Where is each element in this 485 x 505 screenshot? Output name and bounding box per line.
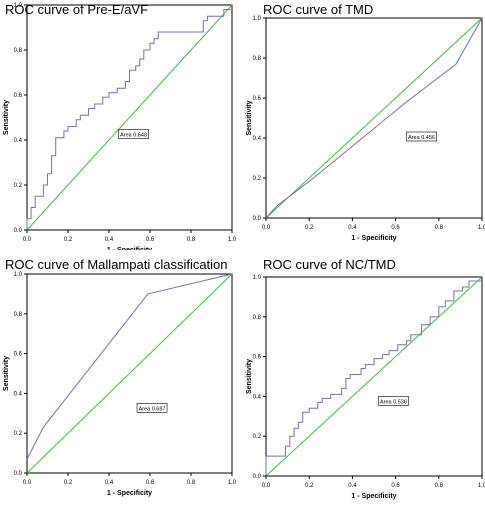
- x-tick-label: 0.8: [435, 225, 444, 231]
- x-tick-label: 1.0: [478, 225, 485, 231]
- y-tick-label: 0.4: [14, 138, 23, 144]
- y-tick-label: 0.0: [253, 474, 262, 480]
- x-tick-label: 0.6: [391, 483, 400, 489]
- area-annotation: Area 0.456: [408, 135, 435, 141]
- y-tick-label: 1.0: [14, 272, 23, 278]
- chart-title: ROC curve of Mallampati classification: [5, 257, 228, 272]
- y-axis-label: Sensitivity: [3, 356, 10, 391]
- x-axis-label: 1 - Specificity: [351, 493, 396, 500]
- roc-curve: [26, 273, 233, 460]
- reference-line: [265, 17, 483, 219]
- x-tick-label: 0.4: [105, 480, 114, 486]
- y-tick-label: 1.0: [253, 275, 262, 281]
- y-tick-label: 0.0: [253, 216, 262, 222]
- roc-curve: [265, 280, 482, 476]
- x-axis-label: 1 - Specificity: [351, 235, 396, 242]
- y-tick-label: 0.8: [14, 48, 23, 54]
- x-tick-label: 1.0: [228, 237, 237, 243]
- y-tick-label: 0.0: [14, 471, 23, 477]
- area-annotation: Area 0.536: [380, 399, 407, 405]
- y-tick-label: 0.2: [253, 176, 262, 182]
- x-axis-label: 1 - Specificity: [107, 490, 152, 497]
- chart-title: ROC curve of TMD: [263, 2, 374, 17]
- reference-line: [265, 276, 483, 477]
- x-tick-label: 1.0: [228, 480, 237, 486]
- area-annotation: Area 0.648: [120, 133, 147, 139]
- y-tick-label: 0.2: [14, 431, 23, 437]
- y-tick-label: 0.2: [14, 183, 23, 189]
- x-tick-label: 0.2: [305, 225, 314, 231]
- roc-chart: 0.0 0.2 0.4 0.6 0.8 1.0 0.0 0.2 0.4 0.6 0.8 1.0 1 - …: [3, 272, 237, 497]
- x-tick-label: 0.8: [187, 480, 196, 486]
- x-tick-label: 0.4: [348, 225, 357, 231]
- x-tick-label: 0.6: [146, 480, 155, 486]
- x-tick-label: 0.2: [64, 237, 73, 243]
- y-tick-label: 0.4: [253, 394, 262, 400]
- y-axis-label: Sensitivity: [246, 359, 253, 394]
- x-tick-label: 0.0: [23, 237, 32, 243]
- x-tick-label: 0.2: [305, 483, 314, 489]
- y-tick-label: 0.6: [253, 355, 262, 361]
- x-tick-label: 0.0: [262, 483, 271, 489]
- reference-line: [26, 4, 233, 231]
- x-tick-label: 1.0: [478, 483, 485, 489]
- roc-panel-mallampati: ROC curve of Mallampati classification 0…: [0, 250, 242, 500]
- roc-curve: [26, 9, 232, 230]
- reference-line: [26, 273, 233, 474]
- roc-chart: 0.0 0.2 0.4 0.6 0.8 1.0 0.0 0.2 0.4 0.6 0.8 1.0 1 - …: [246, 275, 485, 500]
- roc-chart: 0.00.20.40.60.81.00.00.20.40.60.81.01 - …: [3, 3, 237, 254]
- chart-title: ROC curve of Pre-E/aVF: [5, 2, 149, 17]
- chart-title: ROC curve of NC/TMD: [263, 257, 396, 272]
- y-tick-label: 0.2: [253, 434, 262, 440]
- roc-panel-pre-e-avf: ROC curve of Pre-E/aVF 0.0 0.2 0.4 0.6 0.8 1.…: [0, 0, 242, 254]
- area-annotation-box: [136, 403, 168, 413]
- y-tick-label: 0.6: [14, 352, 23, 358]
- y-tick-label: 0.6: [14, 93, 23, 99]
- x-tick-label: 0.4: [105, 237, 114, 243]
- y-axis-label: Sensitivity: [3, 100, 10, 135]
- area-annotation-box: [406, 131, 437, 142]
- y-tick-label: 0.8: [253, 56, 262, 62]
- y-tick-label: 1.0: [14, 3, 23, 9]
- roc-chart: 0.0 0.2 0.4 0.6 0.8 1.0 0.0 0.2 0.4 0.6 0.8 1.0 1 - …: [246, 16, 485, 242]
- area-annotation-box: [378, 396, 409, 406]
- x-tick-label: 0.6: [146, 237, 155, 243]
- roc-panel-tmd: ROC curve of TMD 0.0 0.2 0.4 0.6 0.8 1.0 0.0 0.…: [243, 0, 485, 250]
- area-annotation: Area 0.687: [139, 406, 166, 412]
- x-tick-label: 0.0: [262, 225, 271, 231]
- y-tick-label: 0.8: [253, 315, 262, 321]
- x-tick-label: 0.4: [348, 483, 357, 489]
- x-tick-label: 0.2: [64, 480, 73, 486]
- x-tick-label: 0.6: [391, 225, 400, 231]
- y-axis-label: Sensitivity: [246, 100, 253, 135]
- roc-curve: [265, 17, 483, 219]
- y-tick-label: 0.0: [14, 228, 23, 234]
- area-annotation-box: [118, 129, 149, 139]
- roc-panel-nc-tmd: ROC curve of NC/TMD 0.0 0.2 0.4 0.6 0.8 1.0 0.…: [243, 250, 485, 500]
- y-tick-label: 1.0: [253, 16, 262, 22]
- x-tick-label: 0.8: [435, 483, 444, 489]
- y-tick-label: 0.6: [253, 96, 262, 102]
- x-tick-label: 0.8: [187, 237, 196, 243]
- x-tick-label: 0.0: [23, 480, 32, 486]
- y-tick-label: 0.4: [253, 136, 262, 142]
- y-tick-label: 0.4: [14, 391, 23, 397]
- y-tick-label: 0.8: [14, 312, 23, 318]
